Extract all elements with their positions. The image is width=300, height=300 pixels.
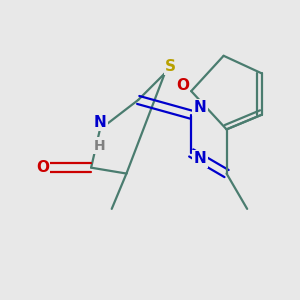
Text: O: O bbox=[176, 78, 189, 93]
Text: N: N bbox=[194, 151, 206, 166]
Text: O: O bbox=[36, 160, 49, 175]
Text: H: H bbox=[94, 139, 106, 153]
Text: N: N bbox=[94, 115, 106, 130]
Text: N: N bbox=[194, 100, 206, 115]
Text: S: S bbox=[165, 58, 176, 74]
